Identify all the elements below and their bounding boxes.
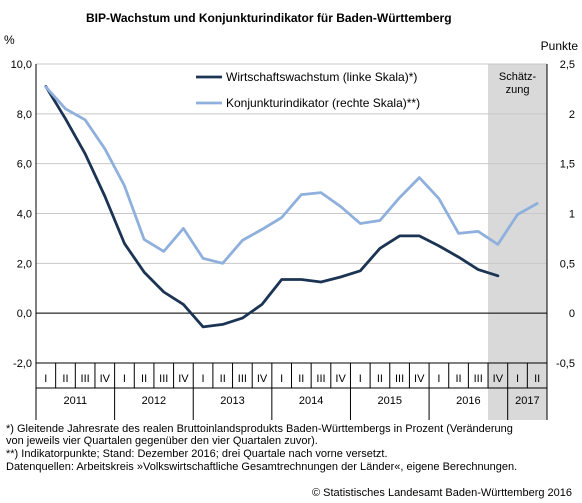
quarter-label: I xyxy=(516,373,519,385)
quarter-label: III xyxy=(159,373,168,385)
quarter-label: III xyxy=(474,373,483,385)
left-tick-label: 2,0 xyxy=(17,258,32,270)
legend-label: Konjunkturindikator (rechte Skala)**) xyxy=(226,96,420,110)
left-tick-label: -2,0 xyxy=(13,358,32,370)
quarter-label: I xyxy=(437,373,440,385)
estimate-label: zung xyxy=(506,84,530,96)
quarter-label: IV xyxy=(493,373,504,385)
right-tick-label: 2 xyxy=(569,109,575,121)
right-tick-label: 0,5 xyxy=(560,258,575,270)
year-label: 2011 xyxy=(63,395,87,407)
quarter-label: I xyxy=(44,373,47,385)
series-line-wirtschaftswachstum xyxy=(44,85,500,329)
year-label: 2013 xyxy=(220,395,244,407)
quarter-label: II xyxy=(220,373,226,385)
quarter-label: I xyxy=(359,373,362,385)
quarter-label: II xyxy=(377,373,383,385)
data-sources: Datenquellen: Arbeitskreis »Volkswirtsch… xyxy=(6,461,518,473)
right-tick-label: 0 xyxy=(569,308,575,320)
year-label: 2017 xyxy=(515,395,539,407)
series-line-konjunkturindikator xyxy=(44,85,539,265)
estimate-label: Schätz- xyxy=(499,71,537,83)
left-axis-unit: % xyxy=(4,33,15,47)
left-tick-label: 4,0 xyxy=(17,209,32,221)
left-tick-label: 0,0 xyxy=(17,308,32,320)
year-label: 2012 xyxy=(142,395,166,407)
right-tick-label: 1 xyxy=(569,209,575,221)
quarter-label: IV xyxy=(100,373,111,385)
quarter-label: IV xyxy=(335,373,346,385)
quarter-label: II xyxy=(62,373,68,385)
left-tick-label: 10,0 xyxy=(11,59,32,71)
quarter-label: II xyxy=(141,373,147,385)
quarter-label: IV xyxy=(178,373,189,385)
quarter-label: II xyxy=(298,373,304,385)
quarter-label: II xyxy=(534,373,540,385)
footnote-1: *) Gleitende Jahresrate des realen Brutt… xyxy=(6,423,513,435)
year-label: 2014 xyxy=(299,395,323,407)
quarter-label: IV xyxy=(414,373,425,385)
right-tick-label: 1,5 xyxy=(560,159,575,171)
chart-title: BIP-Wachstum und Konjunkturindikator für… xyxy=(86,11,452,25)
quarter-label: III xyxy=(81,373,90,385)
quarter-label: III xyxy=(395,373,404,385)
left-tick-label: 8,0 xyxy=(17,109,32,121)
quarter-label: I xyxy=(202,373,205,385)
right-axis-unit: Punkte xyxy=(541,39,579,53)
quarter-label: II xyxy=(455,373,461,385)
year-label: 2016 xyxy=(456,395,480,407)
legend-label: Wirtschaftswachstum (linke Skala)*) xyxy=(226,70,417,84)
quarter-label: I xyxy=(123,373,126,385)
copyright: © Statistisches Landesamt Baden-Württemb… xyxy=(311,487,572,499)
right-tick-label: -0,5 xyxy=(556,358,575,370)
quarter-label: I xyxy=(280,373,283,385)
right-tick-label: 2,5 xyxy=(560,59,575,71)
quarter-label: IV xyxy=(257,373,268,385)
estimate-shading xyxy=(488,64,547,420)
quarter-label: III xyxy=(238,373,247,385)
chart: BIP-Wachstum und Konjunkturindikator für… xyxy=(4,11,579,420)
year-label: 2015 xyxy=(378,395,402,407)
footnote-1-continued: von jeweils vier Quartalen gegenüber den… xyxy=(6,435,318,447)
left-tick-label: 6,0 xyxy=(17,159,32,171)
quarter-label: III xyxy=(316,373,325,385)
footnote-2: **) Indikatorpunkte; Stand: Dezember 201… xyxy=(6,448,388,460)
